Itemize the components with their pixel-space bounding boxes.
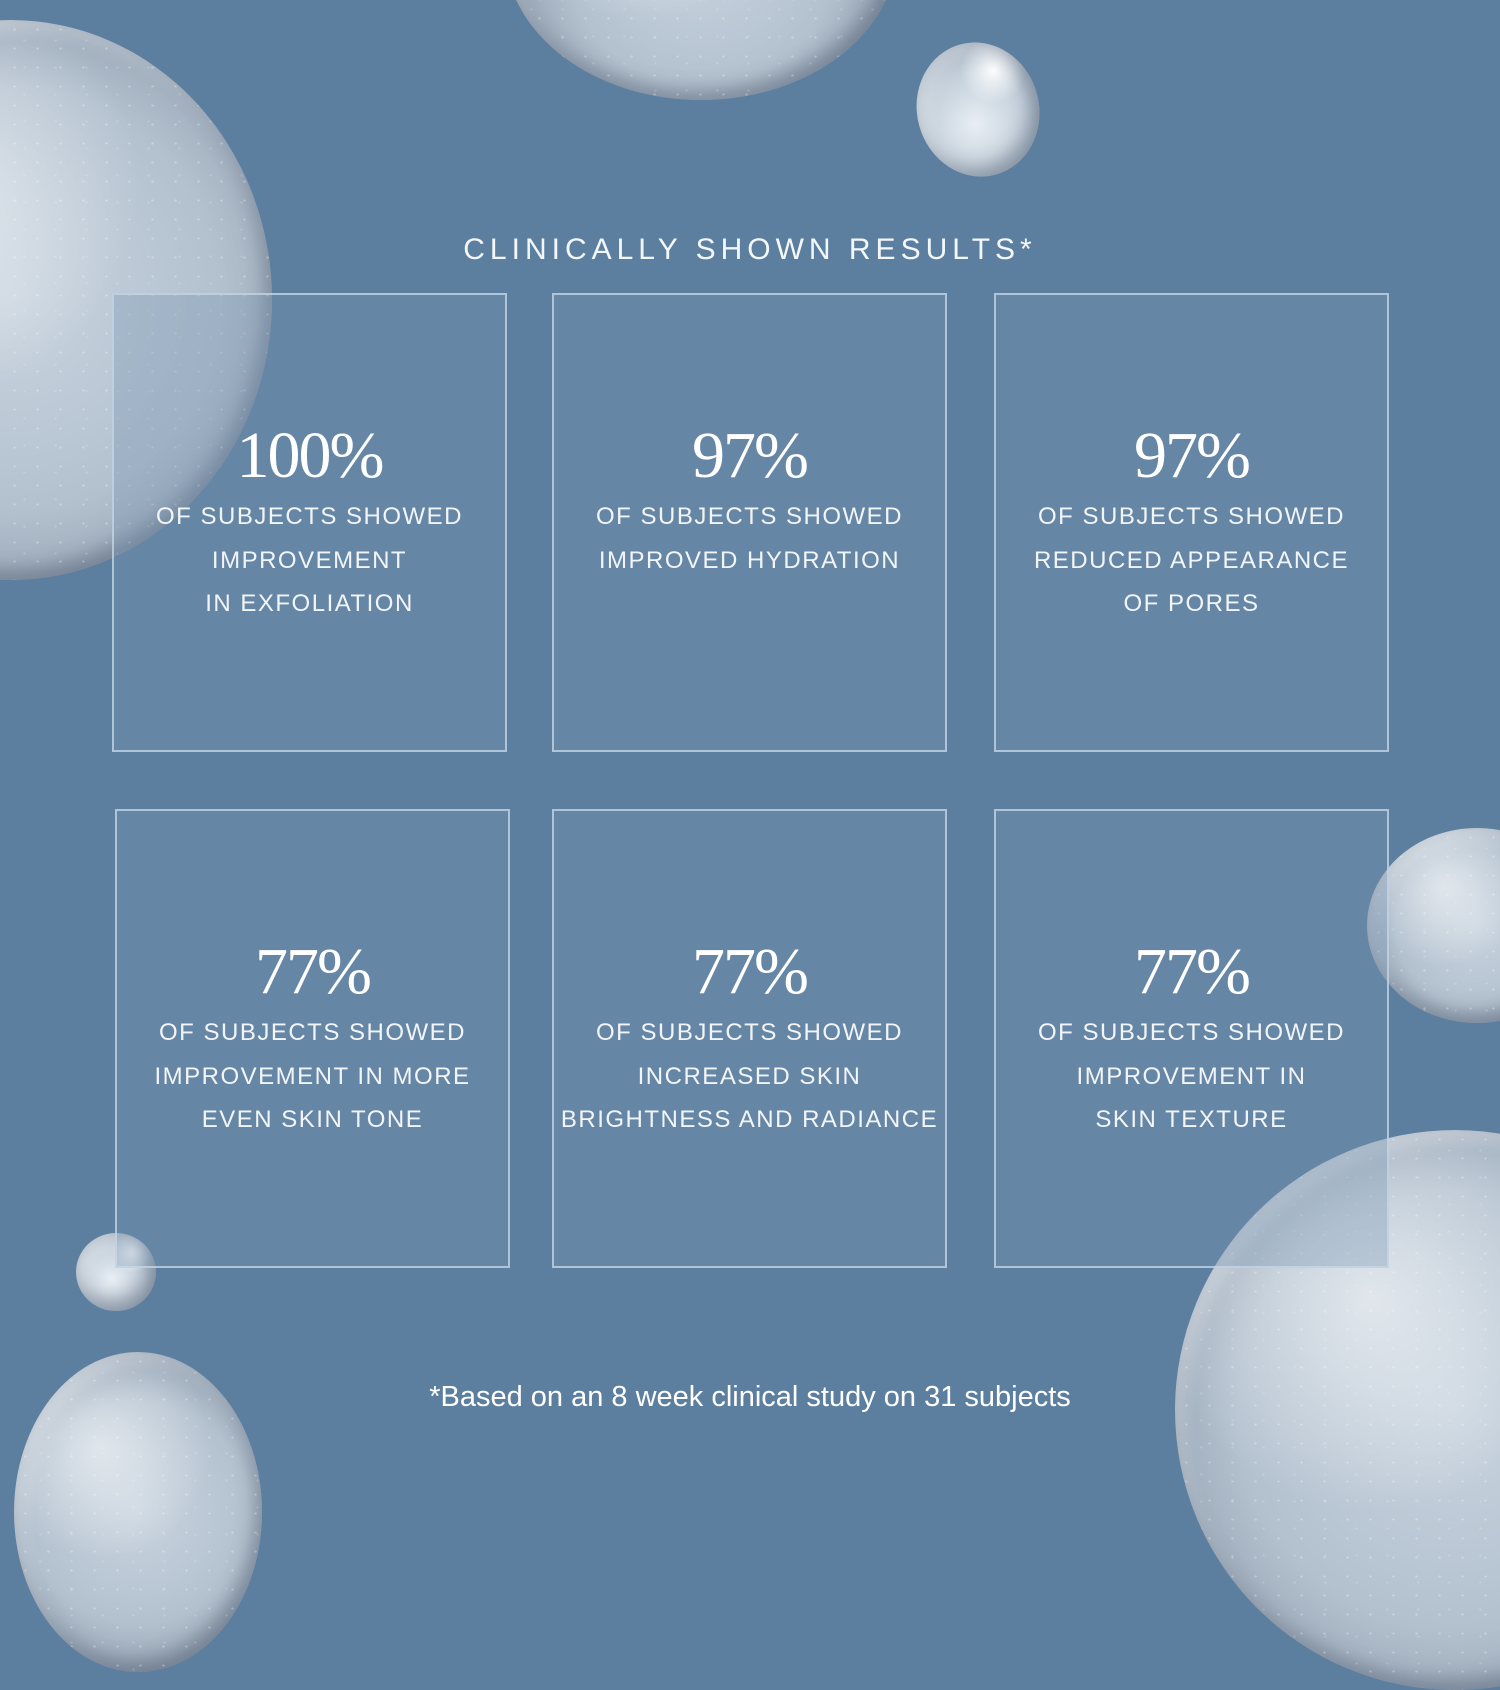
description-line: IMPROVED HYDRATION <box>598 546 901 574</box>
description-line: IMPROVEMENT IN MORE <box>154 1062 471 1090</box>
result-description: OF SUBJECTS SHOWED INCREASED SKIN BRIGHT… <box>554 1011 945 1142</box>
page-title: CLINICALLY SHOWN RESULTS* <box>463 233 1037 267</box>
description-line: SKIN TEXTURE <box>1095 1106 1288 1133</box>
result-percent: 77% <box>1134 935 1251 1008</box>
description-line: OF SUBJECTS SHOWED <box>155 503 464 530</box>
description-line: BRIGHTNESS AND RADIANCE <box>560 1106 939 1133</box>
result-percent: 77% <box>692 935 809 1008</box>
result-description: OF SUBJECTS SHOWED IMPROVEMENT IN MORE E… <box>117 1011 508 1142</box>
result-percent: 77% <box>255 935 372 1008</box>
description-line: OF PORES <box>1123 590 1260 617</box>
result-card-hydration: 97% OF SUBJECTS SHOWED IMPROVED HYDRATIO… <box>552 293 947 752</box>
bubble-small-top-right-decoration <box>901 28 1055 191</box>
bubble-top-center-decoration <box>505 0 897 100</box>
result-description: OF SUBJECTS SHOWED IMPROVEMENT IN EXFOLI… <box>114 495 505 626</box>
result-card-pores: 97% OF SUBJECTS SHOWED REDUCED APPEARANC… <box>994 293 1389 752</box>
description-line: IMPROVEMENT <box>211 546 408 574</box>
description-line: OF SUBJECTS SHOWED <box>595 1019 904 1046</box>
result-card-texture: 77% OF SUBJECTS SHOWED IMPROVEMENT IN SK… <box>994 809 1389 1268</box>
description-line: OF SUBJECTS SHOWED <box>1037 503 1346 530</box>
result-percent: 100% <box>236 419 385 492</box>
result-description: OF SUBJECTS SHOWED REDUCED APPEARANCE OF… <box>996 495 1387 626</box>
description-line: INCREASED SKIN <box>637 1062 862 1090</box>
description-line: OF SUBJECTS SHOWED <box>158 1019 467 1046</box>
description-line: EVEN SKIN TONE <box>201 1106 424 1133</box>
result-description: OF SUBJECTS SHOWED IMPROVEMENT IN SKIN T… <box>996 1011 1387 1142</box>
description-line: REDUCED APPEARANCE <box>1033 546 1350 574</box>
result-percent: 97% <box>1134 419 1251 492</box>
study-footnote: *Based on an 8 week clinical study on 31… <box>429 1381 1071 1413</box>
description-line: OF SUBJECTS SHOWED <box>595 503 904 530</box>
description-line: IMPROVEMENT IN <box>1076 1062 1307 1090</box>
result-description: OF SUBJECTS SHOWED IMPROVED HYDRATION <box>554 495 945 582</box>
result-card-brightness: 77% OF SUBJECTS SHOWED INCREASED SKIN BR… <box>552 809 947 1268</box>
result-percent: 97% <box>692 419 809 492</box>
description-line: IN EXFOLIATION <box>205 590 414 617</box>
result-card-skin-tone: 77% OF SUBJECTS SHOWED IMPROVEMENT IN MO… <box>115 809 510 1268</box>
description-line: OF SUBJECTS SHOWED <box>1037 1019 1346 1046</box>
result-card-exfoliation: 100% OF SUBJECTS SHOWED IMPROVEMENT IN E… <box>112 293 507 752</box>
